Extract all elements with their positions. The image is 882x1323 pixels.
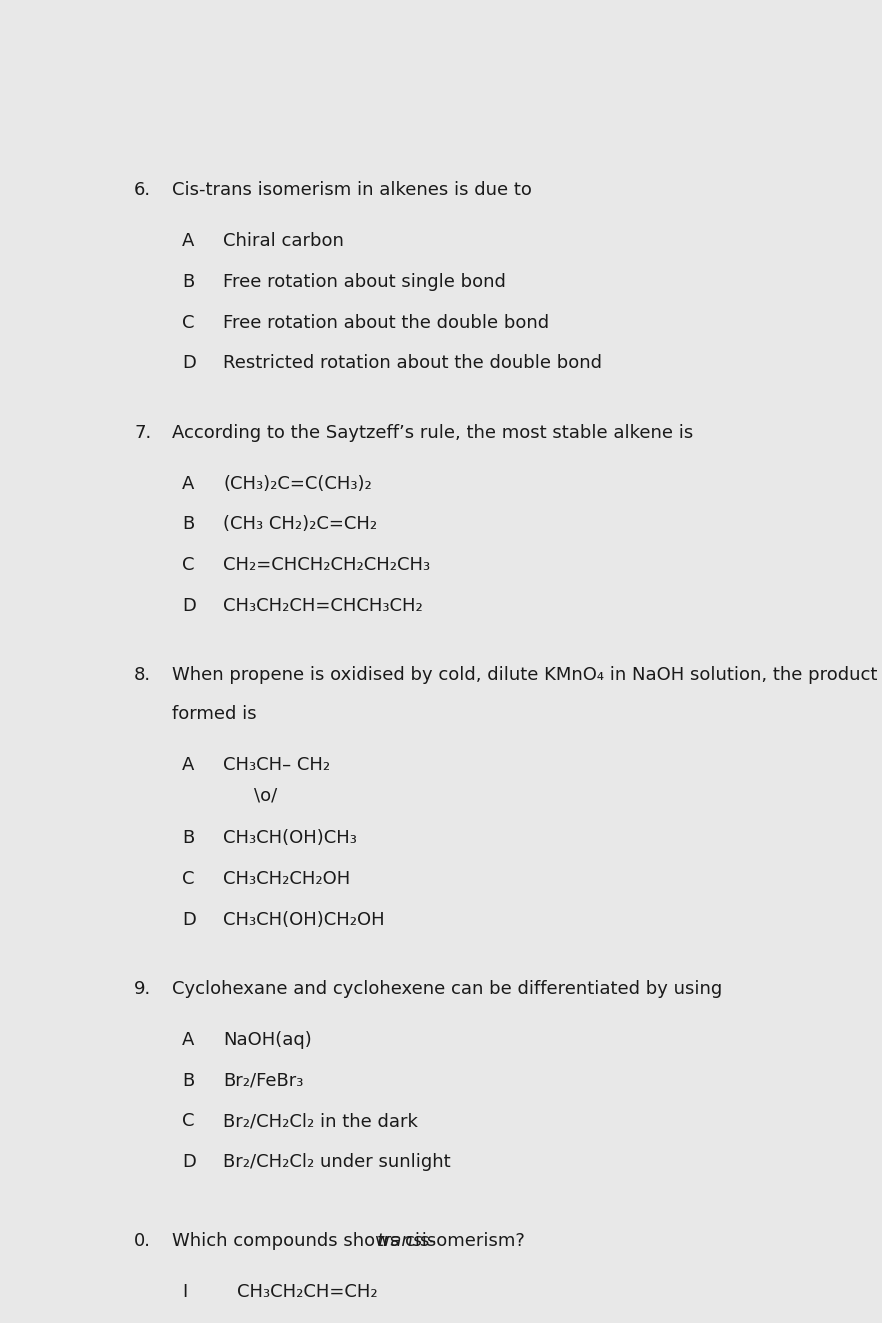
Text: Cyclohexane and cyclohexene can be differentiated by using: Cyclohexane and cyclohexene can be diffe… (172, 980, 722, 998)
Text: 9.: 9. (134, 980, 152, 998)
Text: 6.: 6. (134, 181, 152, 200)
Text: Which compounds shows cis-: Which compounds shows cis- (172, 1233, 441, 1250)
Text: A: A (182, 755, 194, 774)
Text: Free rotation about the double bond: Free rotation about the double bond (223, 314, 549, 332)
Text: trans: trans (377, 1233, 423, 1250)
Text: Br₂/FeBr₃: Br₂/FeBr₃ (223, 1072, 303, 1090)
Text: D: D (182, 1154, 196, 1171)
Text: C: C (182, 556, 195, 574)
Text: B: B (182, 516, 194, 533)
Text: formed is: formed is (172, 705, 257, 722)
Text: 7.: 7. (134, 423, 152, 442)
Text: isomerism?: isomerism? (416, 1233, 526, 1250)
Text: CH₃CH(OH)CH₂OH: CH₃CH(OH)CH₂OH (223, 910, 385, 929)
Text: According to the Saytzeff’s rule, the most stable alkene is: According to the Saytzeff’s rule, the mo… (172, 423, 693, 442)
Text: C: C (182, 1113, 195, 1130)
Text: D: D (182, 355, 196, 372)
Text: A: A (182, 475, 194, 492)
Text: CH₃CH₂CH=CH₂: CH₃CH₂CH=CH₂ (236, 1283, 377, 1302)
Text: Free rotation about single bond: Free rotation about single bond (223, 273, 506, 291)
Text: CH₃CH– CH₂: CH₃CH– CH₂ (223, 755, 330, 774)
Text: When propene is oxidised by cold, dilute KMnO₄ in NaOH solution, the product: When propene is oxidised by cold, dilute… (172, 665, 877, 684)
Text: B: B (182, 273, 194, 291)
Text: CH₃CH(OH)CH₃: CH₃CH(OH)CH₃ (223, 830, 357, 847)
Text: Restricted rotation about the double bond: Restricted rotation about the double bon… (223, 355, 602, 372)
Text: CH₃CH₂CH=CHCH₃CH₂: CH₃CH₂CH=CHCH₃CH₂ (223, 597, 422, 615)
Text: Br₂/CH₂Cl₂ under sunlight: Br₂/CH₂Cl₂ under sunlight (223, 1154, 451, 1171)
Text: A: A (182, 232, 194, 250)
Text: Br₂/CH₂Cl₂ in the dark: Br₂/CH₂Cl₂ in the dark (223, 1113, 418, 1130)
Text: 8.: 8. (134, 665, 152, 684)
Text: NaOH(aq): NaOH(aq) (223, 1031, 311, 1049)
Text: B: B (182, 1072, 194, 1090)
Text: A: A (182, 1031, 194, 1049)
Text: \o/: \o/ (254, 786, 277, 804)
Text: (CH₃ CH₂)₂C=CH₂: (CH₃ CH₂)₂C=CH₂ (223, 516, 377, 533)
Text: (CH₃)₂C=C(CH₃)₂: (CH₃)₂C=C(CH₃)₂ (223, 475, 372, 492)
Text: D: D (182, 597, 196, 615)
Text: Cis-trans isomerism in alkenes is due to: Cis-trans isomerism in alkenes is due to (172, 181, 532, 200)
Text: C: C (182, 314, 195, 332)
Text: CH₂=CHCH₂CH₂CH₂CH₃: CH₂=CHCH₂CH₂CH₂CH₃ (223, 556, 430, 574)
Text: 0.: 0. (134, 1233, 151, 1250)
Text: CH₃CH₂CH₂OH: CH₃CH₂CH₂OH (223, 869, 350, 888)
Text: I: I (182, 1283, 187, 1302)
Text: C: C (182, 869, 195, 888)
Text: Chiral carbon: Chiral carbon (223, 232, 344, 250)
Text: B: B (182, 830, 194, 847)
Text: D: D (182, 910, 196, 929)
